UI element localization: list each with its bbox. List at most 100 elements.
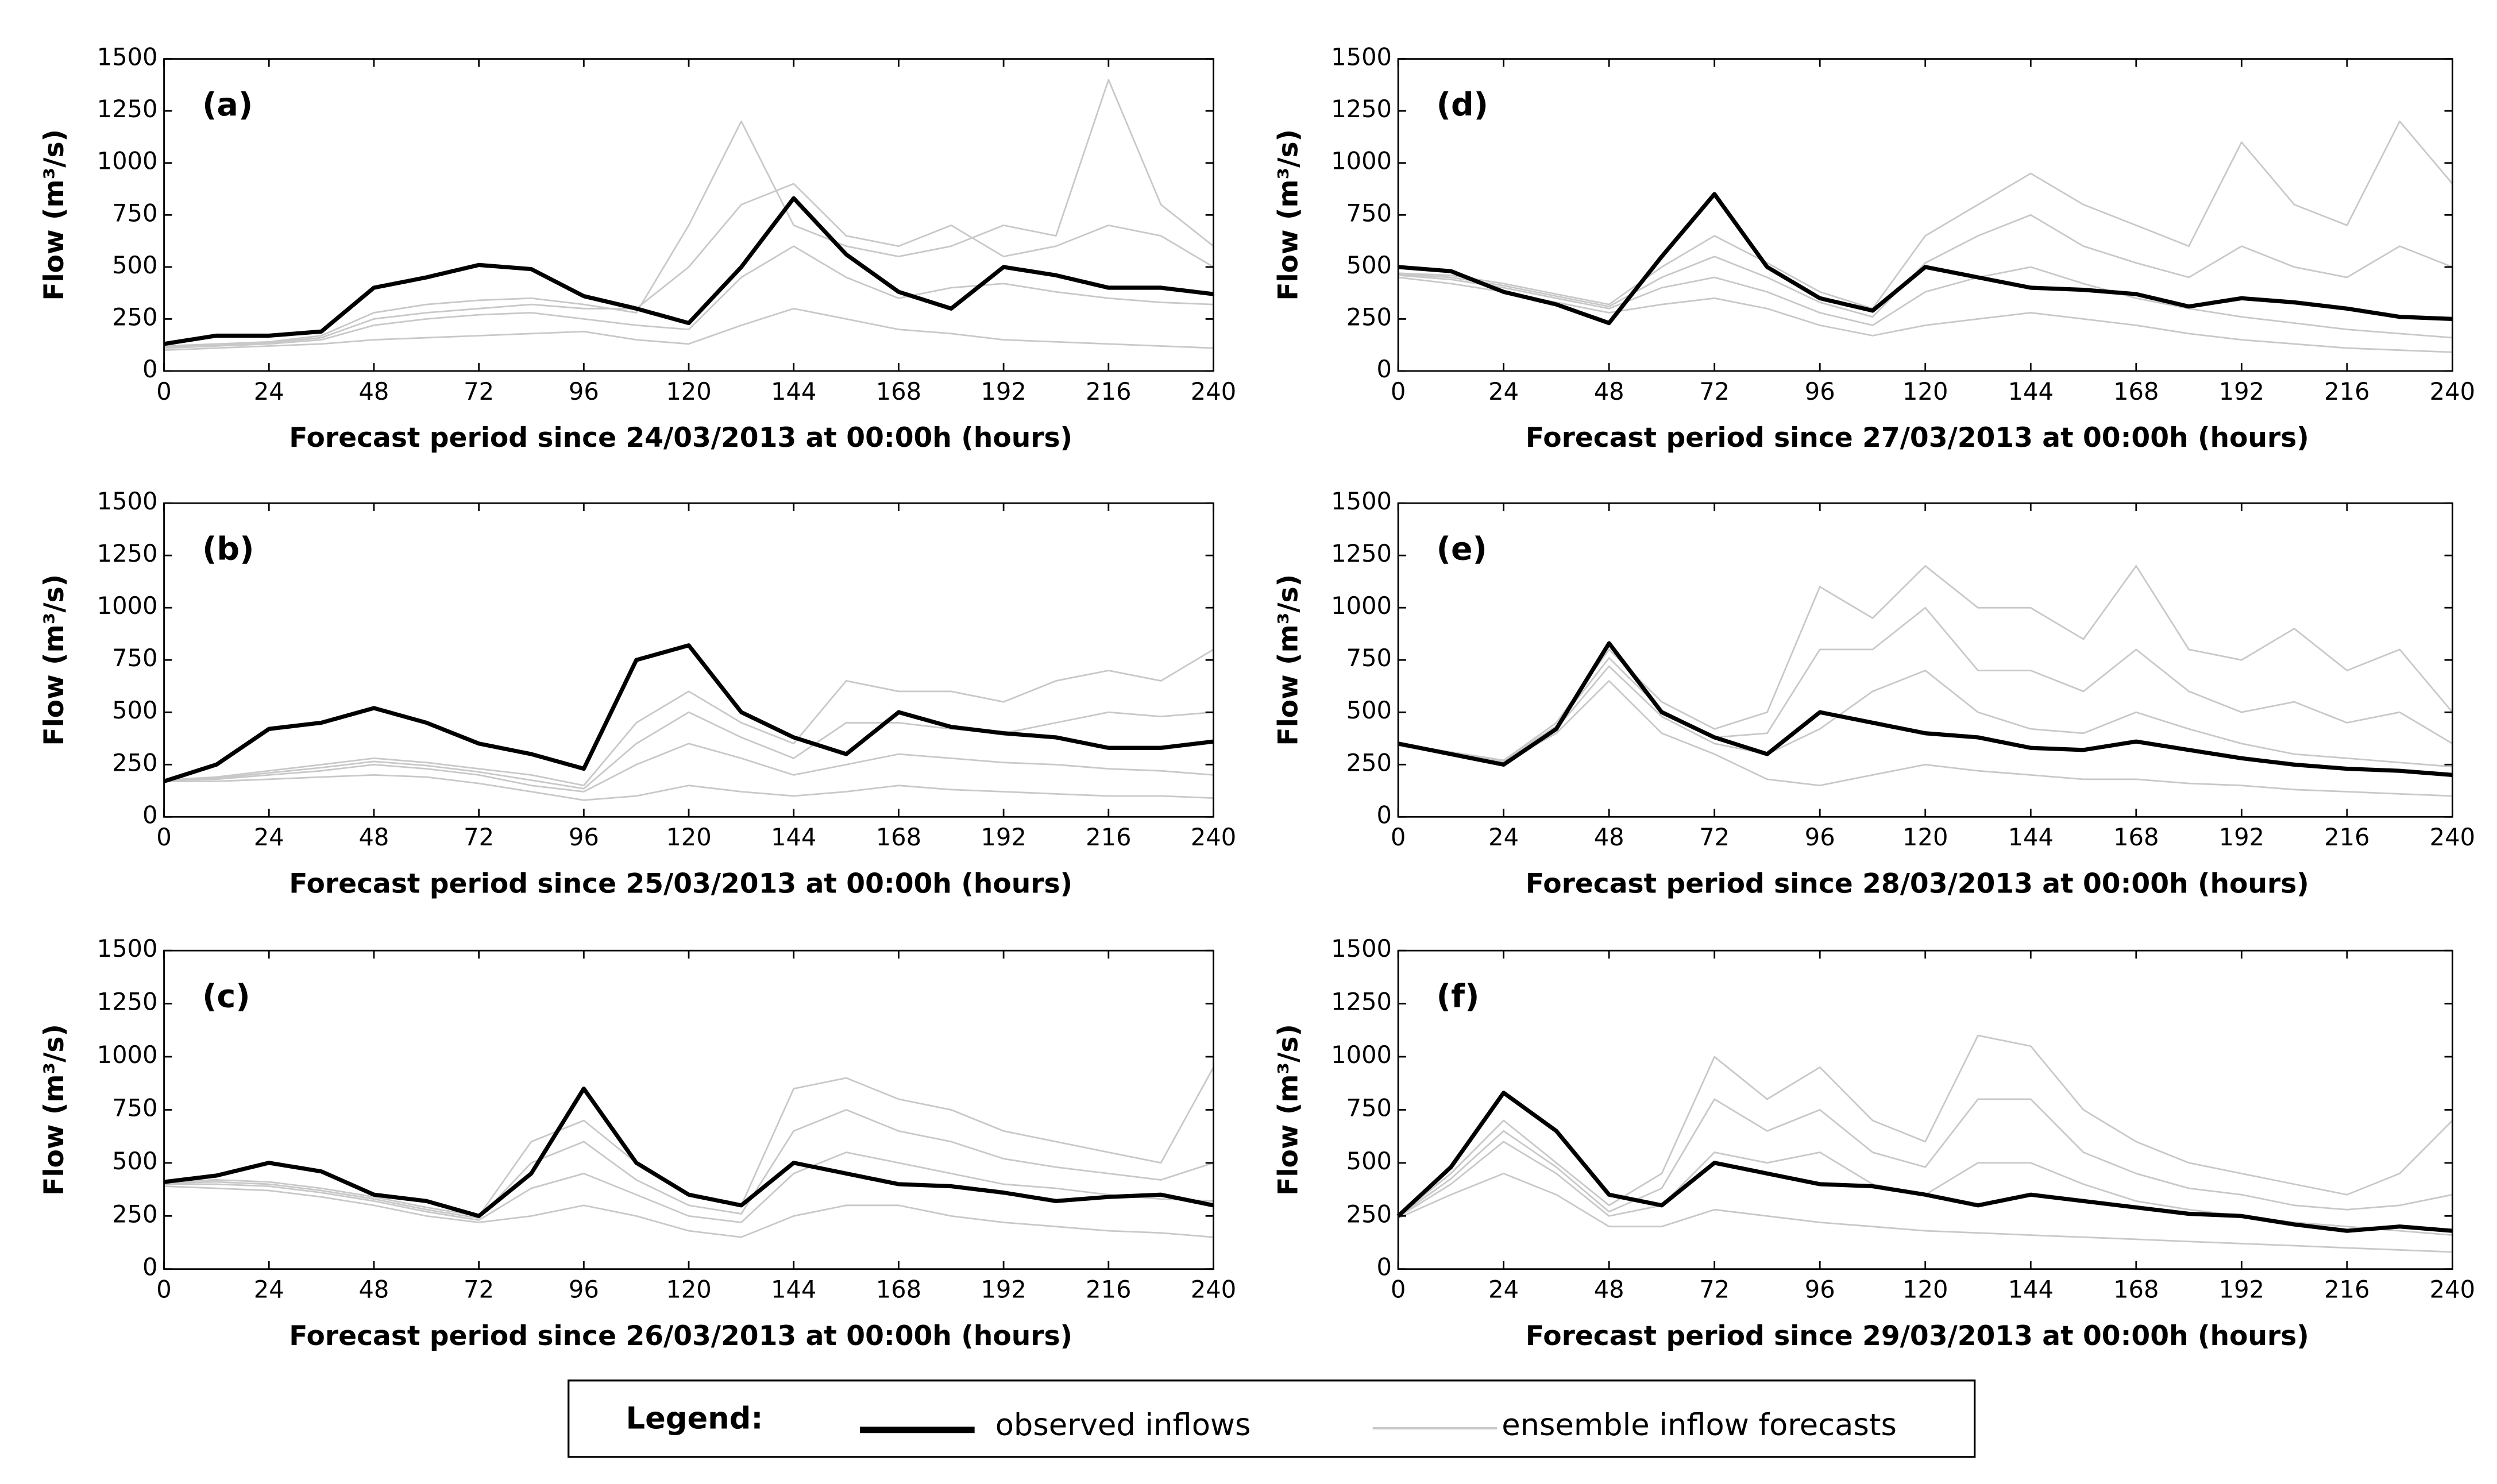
x-tick-label: 192	[2219, 1276, 2264, 1304]
x-axis-label: Forecast period since 27/03/2013 at 00:0…	[1526, 422, 2309, 454]
x-tick-label: 96	[1805, 1276, 1835, 1304]
observed-line	[163, 196, 1214, 346]
ensemble-line	[1398, 665, 2453, 768]
x-tick-label: 144	[771, 377, 816, 405]
observed-line	[1398, 641, 2453, 777]
observed-line	[1398, 192, 2453, 326]
ensemble-line	[164, 1185, 1214, 1238]
ensemble-line	[1398, 1098, 2453, 1218]
y-tick-label: 1500	[97, 487, 158, 515]
x-tick-label: 144	[771, 1276, 816, 1304]
y-tick-label: 1250	[1331, 95, 1392, 123]
x-tick-label: 216	[1086, 823, 1131, 851]
y-tick-label: 1250	[97, 539, 158, 567]
x-tick-label: 24	[254, 823, 284, 851]
panel-label: (d)	[1437, 87, 1488, 123]
x-tick-label: 48	[358, 377, 389, 405]
x-tick-label: 24	[1488, 823, 1519, 851]
x-tick-label: 144	[2008, 1276, 2054, 1304]
x-tick-label: 72	[1699, 823, 1730, 851]
y-tick-label: 500	[112, 1147, 157, 1175]
y-tick-label: 1250	[97, 988, 158, 1016]
y-tick-label: 750	[1346, 1093, 1392, 1122]
ensemble-line	[1398, 680, 2453, 797]
x-axis-label: Forecast period since 28/03/2013 at 00:0…	[1526, 868, 2309, 900]
plot-frame	[1397, 502, 2453, 818]
x-tick-label: 96	[1805, 823, 1835, 851]
x-tick-label: 240	[1191, 377, 1236, 405]
observed-line	[164, 1086, 1214, 1218]
ensemble-line	[164, 1109, 1214, 1219]
x-tick-label: 120	[666, 377, 711, 405]
x-tick-label: 96	[569, 823, 599, 851]
y-tick-label: 1000	[97, 592, 158, 620]
panel-label: (f)	[1437, 979, 1480, 1015]
x-tick-label: 0	[1391, 823, 1406, 851]
x-tick-label: 96	[569, 377, 599, 405]
y-tick-label: 1250	[97, 95, 158, 123]
x-tick-label: 120	[666, 823, 711, 851]
y-tick-label: 500	[112, 251, 157, 279]
x-tick-label: 216	[2324, 823, 2369, 851]
y-tick-label: 1500	[1331, 934, 1392, 963]
x-tick-label: 216	[1086, 1276, 1131, 1304]
y-tick-label: 750	[112, 199, 157, 227]
observed-line	[163, 643, 1214, 783]
x-axis-label: Forecast period since 24/03/2013 at 00:0…	[289, 422, 1072, 454]
x-tick-label: 240	[2430, 823, 2475, 851]
y-tick-label: 500	[1346, 696, 1392, 724]
x-tick-label: 216	[1086, 377, 1131, 405]
x-tick-label: 168	[876, 823, 921, 851]
legend-label: ensemble inflow forecasts	[1502, 1408, 1897, 1443]
x-tick-label: 168	[876, 377, 921, 405]
y-tick-label: 1500	[1331, 487, 1392, 515]
y-tick-label: 1000	[1331, 147, 1392, 175]
y-axis-label: Flow (m³/s)	[1273, 1024, 1305, 1196]
ensemble-line	[164, 774, 1214, 801]
x-axis-label: Forecast period since 26/03/2013 at 00:0…	[289, 1320, 1072, 1352]
ensemble-line	[1398, 1034, 2453, 1217]
x-tick-label: 96	[569, 1276, 599, 1304]
x-tick-label: 168	[2113, 1276, 2159, 1304]
panel-label: (a)	[202, 87, 253, 123]
x-axis-label: Forecast period since 25/03/2013 at 00:0…	[289, 868, 1072, 900]
x-axis-label: Forecast period since 29/03/2013 at 00:0…	[1526, 1320, 2309, 1352]
x-tick-label: 72	[464, 1276, 494, 1304]
x-tick-label: 72	[464, 823, 494, 851]
x-tick-label: 48	[1594, 1276, 1624, 1304]
x-tick-label: 240	[2430, 377, 2475, 405]
x-tick-label: 192	[981, 823, 1026, 851]
x-tick-label: 72	[1699, 377, 1730, 405]
ensemble-line	[1398, 1141, 2453, 1236]
plot-frame	[163, 502, 1214, 818]
x-tick-label: 240	[2430, 1276, 2475, 1304]
panel-label: (e)	[1437, 531, 1487, 567]
x-tick-label: 24	[254, 377, 284, 405]
x-tick-label: 48	[358, 823, 389, 851]
ensemble-line	[164, 245, 1214, 349]
x-tick-label: 0	[1391, 377, 1406, 405]
ensemble-line	[164, 1151, 1214, 1223]
ensemble-line	[1398, 276, 2453, 353]
x-tick-label: 192	[2219, 377, 2264, 405]
ensemble-line	[1398, 1172, 2453, 1253]
x-tick-label: 0	[156, 1276, 171, 1304]
x-tick-label: 72	[464, 377, 494, 405]
y-tick-label: 500	[112, 696, 157, 724]
x-tick-label: 72	[1699, 1276, 1730, 1304]
x-tick-label: 168	[2113, 377, 2159, 405]
observed-line	[1396, 1091, 2453, 1233]
y-axis-label: Flow (m³/s)	[38, 129, 70, 301]
y-tick-label: 250	[112, 748, 157, 776]
legend-title: Legend:	[626, 1401, 763, 1436]
x-tick-label: 120	[666, 1276, 711, 1304]
y-tick-label: 0	[1377, 801, 1392, 829]
x-tick-label: 216	[2324, 1276, 2369, 1304]
y-tick-label: 750	[112, 644, 157, 672]
y-tick-label: 1000	[97, 147, 158, 175]
x-tick-label: 48	[358, 1276, 389, 1304]
x-tick-label: 192	[981, 377, 1026, 405]
ensemble-line	[1398, 266, 2453, 339]
x-tick-label: 24	[254, 1276, 284, 1304]
y-tick-label: 500	[1346, 251, 1392, 279]
